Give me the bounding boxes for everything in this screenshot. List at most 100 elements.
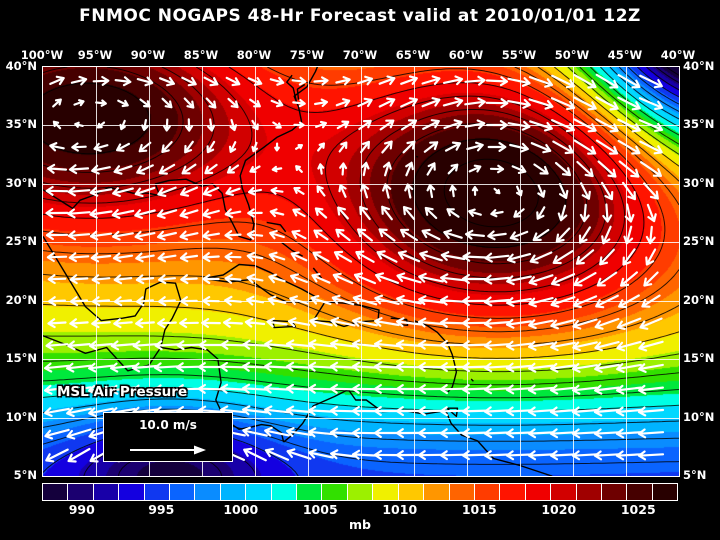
wind-vector	[269, 76, 285, 86]
wind-vector	[224, 230, 242, 241]
wind-vector	[274, 142, 280, 152]
wind-vector	[439, 428, 467, 439]
lat-tick-label: 20°N	[5, 292, 37, 307]
wind-vector	[68, 252, 90, 263]
wind-vector	[314, 207, 328, 219]
wind-vector	[483, 362, 511, 373]
colorbar-unit-label: mb	[349, 517, 371, 532]
wind-vector	[382, 161, 392, 177]
wind-vector	[550, 97, 576, 111]
wind-vector	[493, 187, 501, 195]
wind-vector	[489, 164, 505, 174]
wind-vector	[287, 317, 311, 328]
wind-vector	[112, 187, 134, 197]
wind-vector	[505, 384, 533, 395]
wind-vector	[293, 186, 305, 195]
wind-vector	[375, 272, 399, 284]
wind-vector	[464, 97, 486, 108]
wind-vector	[550, 296, 576, 308]
wind-vector	[89, 230, 113, 241]
wind-vector	[601, 225, 612, 245]
wind-vector	[44, 407, 70, 417]
wind-vector	[95, 99, 107, 107]
wind-vector	[113, 318, 133, 329]
colorbar-swatch	[93, 484, 120, 500]
isobar	[43, 67, 645, 306]
wind-vector	[617, 139, 641, 155]
wind-vector	[378, 75, 396, 86]
wind-vector	[376, 250, 398, 263]
wind-vector	[421, 228, 441, 241]
lat-tick-label: 35°N	[683, 117, 715, 132]
map-overlay	[43, 67, 679, 476]
wind-vector	[263, 361, 291, 372]
wind-vector	[395, 428, 423, 439]
wind-vector	[439, 339, 467, 350]
wind-vector	[204, 163, 218, 175]
wind-vector	[316, 185, 326, 197]
wind-vector	[417, 406, 445, 417]
coastline-bermuda	[415, 155, 419, 158]
coastline-jam	[272, 319, 296, 329]
wind-vector	[483, 340, 511, 351]
wind-vector	[264, 339, 290, 350]
wind-vector	[153, 362, 181, 373]
wind-vector	[308, 427, 334, 438]
wind-vector	[552, 140, 574, 155]
wind-vector	[202, 274, 220, 284]
wind-vector	[638, 97, 664, 111]
lat-tick-label: 15°N	[5, 351, 37, 366]
lon-tick-label: 85°W	[183, 48, 219, 62]
coastline-mexico	[43, 236, 182, 372]
wind-vector	[487, 142, 507, 152]
wind-vector	[528, 76, 554, 88]
wind-vector	[554, 161, 572, 177]
wind-vector	[446, 208, 460, 218]
wind-vector	[424, 206, 438, 220]
wind-vector	[483, 428, 511, 439]
wind-vector	[45, 230, 69, 241]
lon-tick-label: 50°W	[554, 48, 590, 62]
wind-vector	[530, 142, 552, 154]
colorbar-swatch	[627, 484, 653, 500]
coastline-bahamas3	[312, 267, 323, 279]
isobar	[43, 67, 679, 386]
wind-vector	[550, 319, 576, 330]
graticule-parallel	[43, 300, 679, 302]
wind-vector	[89, 186, 113, 197]
wind-vector	[269, 208, 285, 218]
wind-vector	[638, 119, 664, 133]
lon-tick-label: 55°W	[501, 48, 537, 62]
wind-vector	[113, 165, 133, 175]
wind-vector	[111, 209, 135, 219]
wind-vector	[202, 208, 220, 219]
wind-vector	[47, 318, 67, 329]
coastline-antilles	[413, 319, 458, 393]
wind-vector	[88, 384, 114, 395]
wind-vector	[381, 140, 393, 154]
wind-vector	[552, 250, 574, 265]
wind-vector	[307, 383, 335, 394]
wind-vector	[180, 186, 198, 197]
wind-vector	[264, 426, 290, 437]
wind-vector	[537, 184, 546, 198]
wind-vector	[291, 76, 307, 86]
wind-vector	[110, 384, 136, 395]
wind-vector	[351, 361, 379, 372]
wind-vector	[69, 318, 89, 329]
wind-vector	[373, 383, 401, 394]
colorbar-swatch	[195, 484, 221, 500]
wind-vector	[572, 363, 598, 373]
wind-vector	[290, 251, 308, 262]
colorbar-swatch	[347, 484, 374, 500]
wind-vector	[158, 163, 176, 175]
wind-vector	[47, 274, 67, 285]
colorbar-swatch	[398, 484, 425, 500]
wind-vector	[528, 98, 554, 110]
wind-vector	[295, 144, 303, 150]
wind-vector	[49, 142, 65, 152]
wind-vector	[161, 97, 173, 109]
wind-vector	[533, 163, 549, 175]
lat-tick-label: 10°N	[5, 409, 37, 424]
wind-vector	[157, 318, 177, 329]
